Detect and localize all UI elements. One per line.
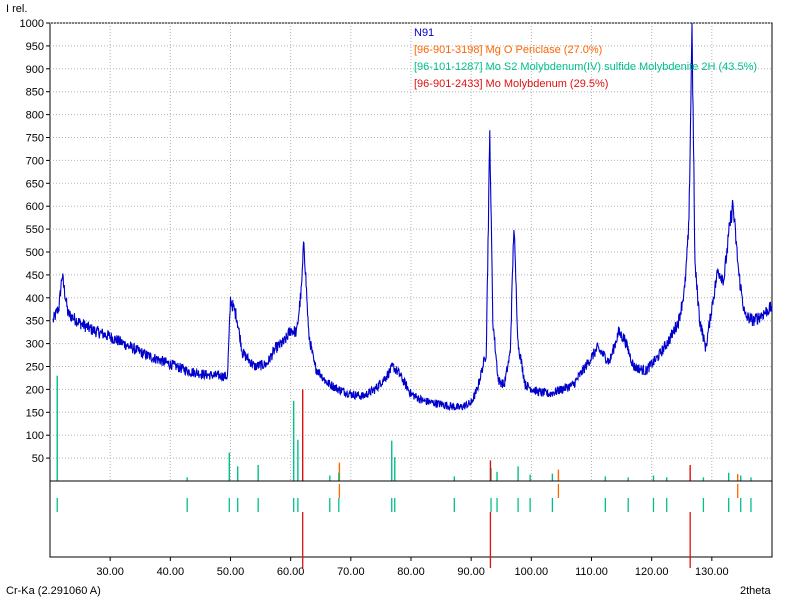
legend-entry-sample: N91 — [414, 27, 434, 39]
y-tick-label: 50 — [32, 453, 44, 465]
legend: N91 [96-901-3198] Mg O Periclase (27.0%)… — [414, 27, 757, 90]
y-tick-label: 1000 — [20, 18, 44, 30]
reference-strip — [49, 480, 773, 558]
y-tick-label: 800 — [26, 110, 44, 122]
y-ticks: 50 100 150 200 250 300 350 400 450 500 550 600 650 70… — [20, 18, 50, 465]
y-axis-label: I rel. — [6, 3, 27, 15]
y-tick-label: 850 — [26, 87, 44, 99]
y-tick-label: 200 — [26, 384, 44, 396]
x-tick-label: 30.00 — [96, 566, 124, 578]
y-tick-label: 150 — [26, 407, 44, 419]
legend-entry-molybdenite: [96-101-1287] Mo S2 Molybdenum(IV) sulfi… — [414, 61, 757, 73]
legend-entry-periclase: [96-901-3198] Mg O Periclase (27.0%) — [414, 44, 602, 56]
y-tick-label: 300 — [26, 339, 44, 351]
diffraction-pattern — [52, 22, 773, 481]
x-axis-label: 2theta — [740, 585, 771, 597]
y-tick-label: 900 — [26, 64, 44, 76]
x-tick-label: 50.00 — [217, 566, 245, 578]
y-tick-label: 400 — [26, 293, 44, 305]
y-tick-label: 700 — [26, 155, 44, 167]
x-ticks: 30.00 40.00 50.00 60.00 70.00 80.00 90.00 100.0… — [96, 557, 729, 578]
y-tick-label: 350 — [26, 316, 44, 328]
x-tick-label: 70.00 — [337, 566, 365, 578]
y-tick-label: 100 — [26, 430, 44, 442]
legend-entry-molybdenum: [96-901-2433] Mo Molybdenum (29.5%) — [414, 78, 608, 90]
x-tick-label: 120.00 — [635, 566, 669, 578]
y-tick-label: 750 — [26, 133, 44, 145]
y-tick-label: 550 — [26, 224, 44, 236]
y-tick-label: 650 — [26, 178, 44, 190]
radiation-label: Cr-Ka (2.291060 A) — [6, 585, 101, 597]
y-tick-label: 600 — [26, 201, 44, 213]
y-tick-label: 950 — [26, 41, 44, 53]
x-tick-label: 40.00 — [157, 566, 185, 578]
reference-peaks — [56, 484, 752, 568]
x-tick-label: 90.00 — [457, 566, 485, 578]
x-tick-label: 60.00 — [277, 566, 305, 578]
x-tick-label: 80.00 — [397, 566, 425, 578]
x-tick-label: 110.00 — [575, 566, 608, 578]
y-tick-label: 250 — [26, 362, 44, 374]
spectrum-line — [52, 22, 773, 412]
x-tick-label: 100.00 — [515, 566, 549, 578]
y-tick-label: 500 — [26, 247, 44, 259]
grid-lines — [50, 22, 772, 481]
y-tick-label: 450 — [26, 270, 44, 282]
x-tick-label: 130.00 — [695, 566, 729, 578]
